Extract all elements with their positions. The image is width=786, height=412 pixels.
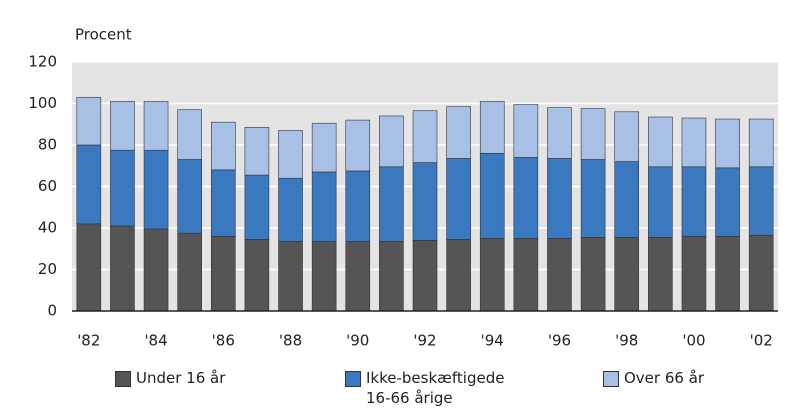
bar-segment: [210, 169, 236, 237]
bar-segment: [177, 109, 202, 160]
bar-segment: [76, 144, 102, 225]
y-tick-label: 60: [38, 177, 57, 195]
y-axis-label: Procent: [75, 26, 132, 44]
bar-segment: [110, 101, 135, 151]
bar-segment: [547, 107, 572, 159]
y-tick-label: 120: [28, 53, 57, 71]
bar-segment: [311, 171, 337, 242]
bar-segment: [681, 117, 707, 168]
bar-segment: [748, 118, 774, 168]
legend-swatch: [115, 371, 131, 387]
bar-segment: [278, 241, 303, 312]
bar-segment: [715, 236, 740, 312]
bar-segment: [580, 159, 606, 238]
bar-segment: [648, 237, 673, 312]
bar-segment: [143, 149, 169, 230]
bar-segment: [379, 241, 404, 312]
bar-segment: [244, 174, 270, 240]
bar-segment: [412, 162, 438, 241]
y-tick-label: 0: [47, 302, 57, 320]
bar-segment: [345, 119, 371, 172]
legend-item: Ikke-beskæftigede 16-66 årige: [345, 368, 504, 408]
bar-segment: [748, 234, 774, 312]
bar-segment: [311, 241, 337, 312]
bar-segment: [513, 104, 539, 158]
y-tick-label: 20: [38, 260, 57, 278]
bar-segment: [513, 238, 539, 312]
y-tick-label: 40: [38, 219, 57, 237]
bar-segment: [614, 161, 640, 238]
bar-segment: [614, 237, 640, 312]
bar-segment: [446, 158, 471, 240]
y-tick-label: 80: [38, 136, 57, 154]
x-tick-label: '00: [682, 332, 705, 350]
bar-segment: [311, 122, 337, 173]
bar-segment: [210, 121, 236, 171]
x-tick-label: '84: [144, 332, 167, 350]
bar-segment: [345, 170, 371, 242]
bar-segment: [479, 238, 505, 312]
bar-segment: [244, 239, 270, 312]
bar-segment: [748, 166, 774, 236]
bar-segment: [278, 130, 303, 179]
bar-segment: [177, 159, 202, 234]
x-tick-label: '86: [212, 332, 235, 350]
bar-segment: [446, 106, 471, 159]
legend-label: Under 16 år: [136, 369, 226, 387]
x-tick-label: '82: [77, 332, 100, 350]
bar-segment: [580, 237, 606, 312]
bar-segment: [345, 241, 371, 312]
bar-segment: [110, 149, 135, 227]
bar-segment: [412, 110, 438, 163]
x-tick-label: '02: [750, 332, 773, 350]
x-tick-label: '88: [279, 332, 302, 350]
bar-segment: [513, 157, 539, 239]
x-tick-label: '96: [548, 332, 571, 350]
bar-segment: [681, 166, 707, 237]
bar-segment: [210, 236, 236, 312]
bar-segment: [479, 153, 505, 239]
bar-segment: [244, 127, 270, 176]
bar-segment: [177, 232, 202, 312]
bar-segment: [715, 167, 740, 237]
bar-segment: [143, 101, 169, 151]
bar-segment: [412, 240, 438, 312]
x-tick-label: '98: [615, 332, 638, 350]
legend-item: Under 16 år: [115, 368, 225, 388]
legend-label: Ikke-beskæftigede 16-66 årige: [366, 369, 505, 407]
y-tick-label: 100: [28, 94, 57, 112]
bar-segment: [379, 115, 404, 168]
bar-segment: [278, 177, 303, 242]
bar-segment: [446, 239, 471, 312]
legend-swatch: [603, 371, 619, 387]
legend-label: Over 66 år: [624, 369, 705, 387]
bar-segment: [379, 166, 404, 242]
legend-swatch: [345, 371, 361, 387]
bar-segment: [110, 225, 135, 312]
bar-segment: [143, 228, 169, 312]
bar-segment: [547, 238, 572, 312]
bar-segment: [76, 223, 102, 312]
bar-segment: [76, 96, 102, 146]
legend-item: Over 66 år: [603, 368, 704, 388]
bar-segment: [547, 158, 572, 239]
x-tick-label: '92: [413, 332, 436, 350]
bar-segment: [681, 236, 707, 312]
x-tick-label: '94: [481, 332, 504, 350]
bar-segment: [580, 108, 606, 160]
bar-segment: [715, 118, 740, 169]
x-tick-label: '90: [346, 332, 369, 350]
bar-segment: [648, 116, 673, 168]
bar-segment: [479, 101, 505, 154]
bar-segment: [614, 111, 640, 162]
bar-segment: [648, 166, 673, 238]
